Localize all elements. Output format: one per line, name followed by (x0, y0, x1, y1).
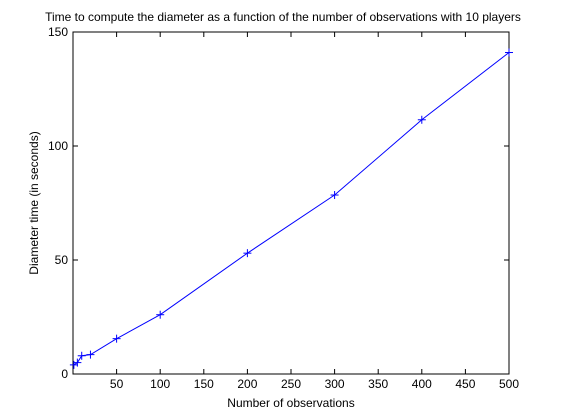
x-tick-label: 350 (368, 377, 388, 391)
x-tick-label: 300 (325, 377, 345, 391)
x-tick-label: 50 (110, 377, 124, 391)
x-axis-label: Number of observations (227, 396, 354, 410)
series-line (73, 52, 510, 366)
data-point-marker (330, 191, 339, 200)
y-tick-label: 50 (55, 253, 69, 267)
plot-area (72, 31, 510, 375)
data-point-marker (505, 48, 513, 57)
data-point-marker (417, 115, 426, 124)
y-tick-label: 100 (48, 139, 68, 153)
data-point-marker (243, 249, 252, 258)
x-tick-label: 100 (150, 377, 170, 391)
x-tick-label: 200 (237, 377, 257, 391)
y-axis-label: Diameter time (in seconds) (27, 131, 41, 274)
x-tick-label: 150 (194, 377, 214, 391)
y-tick-label: 150 (48, 25, 68, 39)
data-point-marker (156, 310, 165, 319)
chart-title: Time to compute the diameter as a functi… (45, 10, 521, 24)
data-point-marker (73, 358, 82, 367)
x-tick-label: 400 (412, 377, 432, 391)
x-tick-label: 500 (499, 377, 519, 391)
x-tick-label: 450 (455, 377, 475, 391)
data-point-marker (86, 350, 95, 359)
x-tick-label: 250 (281, 377, 301, 391)
data-point-marker (112, 334, 121, 343)
y-tick-label: 0 (61, 367, 68, 381)
data-point-marker (77, 351, 86, 360)
